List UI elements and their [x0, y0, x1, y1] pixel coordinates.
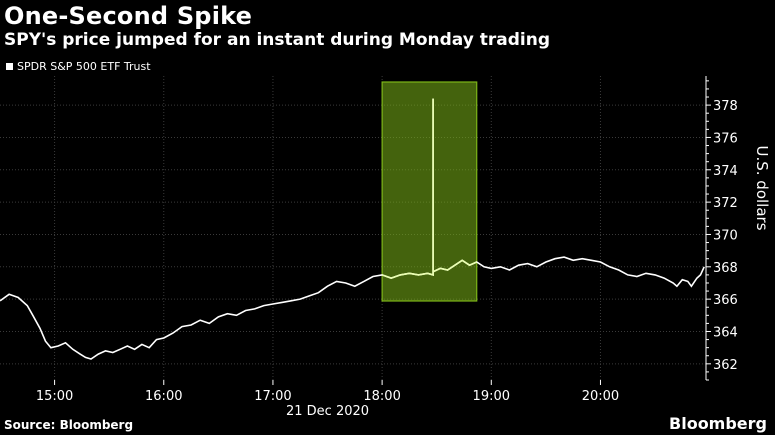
y-tick-label: 374: [713, 164, 738, 179]
x-tick-label: 15:00: [36, 389, 73, 404]
x-tick-label: 18:00: [363, 389, 400, 404]
chart-title: One-Second Spike: [4, 2, 253, 30]
x-axis: 15:00 16:00 17:00 18:00 19:00 20:00: [36, 380, 619, 404]
x-tick-label: 17:00: [254, 389, 291, 404]
legend-label: SPDR S&P 500 ETF Trust: [17, 60, 151, 73]
x-tick-label: 20:00: [582, 389, 619, 404]
x-axis-date-label: 21 Dec 2020: [286, 404, 369, 419]
y-tick-label: 376: [713, 131, 738, 146]
price-line-highlighted: [381, 98, 478, 279]
x-tick-label: 19:00: [473, 389, 510, 404]
source-note: Source: Bloomberg: [4, 418, 134, 432]
y-tick-label: 362: [713, 358, 738, 373]
legend: SPDR S&P 500 ETF Trust: [6, 60, 151, 73]
y-tick-label: 370: [713, 228, 738, 243]
highlight-box: [381, 81, 478, 302]
y-tick-label: 366: [713, 293, 738, 308]
y-tick-label: 378: [713, 99, 738, 114]
y-tick-label: 368: [713, 261, 738, 276]
gridlines: [0, 76, 706, 380]
brand-logo: Bloomberg: [669, 414, 767, 433]
chart-subtitle: SPY's price jumped for an instant during…: [4, 30, 550, 50]
legend-swatch: [6, 63, 13, 70]
y-axis: 362 364 366 368 370 372 374 376 378: [705, 76, 738, 381]
x-tick-label: 16:00: [145, 389, 182, 404]
y-tick-label: 364: [713, 325, 738, 340]
price-line: [0, 98, 705, 360]
y-axis-label: U.S. dollars: [753, 145, 771, 230]
y-tick-label: 372: [713, 196, 738, 211]
